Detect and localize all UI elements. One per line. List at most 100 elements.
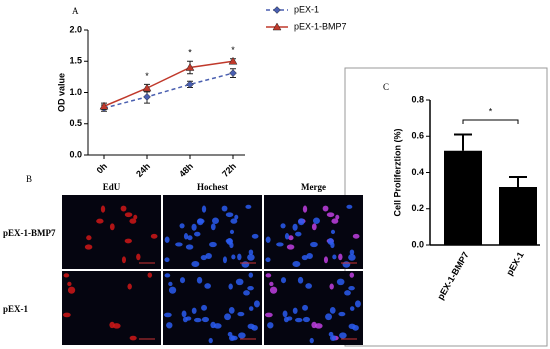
nucleus — [67, 286, 76, 294]
nucleus — [286, 244, 295, 250]
nucleus — [302, 205, 308, 213]
series-line — [103, 72, 234, 109]
column-header: Merge — [301, 182, 326, 192]
error-bar — [509, 176, 527, 187]
marker — [228, 56, 238, 65]
nucleus — [295, 317, 303, 323]
nucleus — [166, 322, 173, 329]
nucleus — [181, 310, 187, 318]
nucleus — [86, 235, 92, 241]
micrograph — [264, 271, 363, 345]
nucleus — [332, 254, 337, 260]
nucleus — [248, 272, 254, 278]
marker — [229, 69, 237, 77]
nucleus — [344, 290, 351, 296]
nucleus — [196, 276, 203, 284]
nucleus — [221, 205, 228, 212]
nucleus — [241, 261, 250, 268]
nucleus — [251, 324, 258, 331]
nucleus — [120, 205, 127, 212]
nucleus — [136, 253, 141, 261]
nucleus — [62, 312, 71, 318]
nucleus — [329, 335, 337, 341]
nucleus — [179, 277, 186, 284]
nucleus — [228, 335, 236, 341]
y-tick-label: 1.5 — [69, 56, 82, 66]
x-tick-label: 72h — [220, 161, 238, 179]
y-tick-label: 0.6 — [411, 131, 424, 141]
nucleus — [210, 321, 216, 329]
micrograph — [163, 271, 262, 345]
nucleus — [329, 283, 334, 290]
nucleus — [237, 311, 245, 317]
y-tick-label: 1.0 — [69, 87, 82, 97]
row-label: pEX-1 — [3, 304, 29, 314]
nucleus — [230, 218, 238, 224]
nucleus — [234, 214, 239, 220]
nucleus — [168, 281, 173, 287]
series-line — [103, 60, 234, 107]
nucleus — [292, 223, 298, 231]
nucleus — [147, 272, 153, 278]
nucleus — [284, 233, 290, 240]
significance-star: * — [188, 48, 192, 58]
nucleus — [276, 242, 284, 247]
nucleus — [295, 231, 302, 237]
nucleus — [208, 337, 213, 344]
nucleus — [297, 276, 304, 284]
nucleus — [245, 204, 252, 209]
nucleus — [338, 253, 343, 261]
marker — [143, 93, 151, 101]
bar — [444, 150, 482, 245]
bar — [499, 187, 537, 245]
y-tick-label: 0.2 — [411, 203, 424, 213]
nucleus — [67, 281, 72, 287]
nucleus — [209, 241, 217, 248]
nucleus — [191, 223, 197, 231]
row-label: pEX-1-BMP7 — [3, 228, 56, 238]
marker — [186, 80, 194, 89]
nucleus — [229, 229, 235, 235]
nucleus — [248, 306, 254, 311]
panel-label: B — [26, 174, 32, 184]
nucleus — [265, 273, 272, 278]
nucleus — [269, 286, 278, 294]
y-tick-label: 0.0 — [69, 149, 82, 159]
nucleus — [168, 286, 177, 294]
nucleus — [222, 256, 228, 264]
y-tick-label: 0.4 — [411, 167, 424, 177]
significance-bracket — [462, 119, 519, 124]
nucleus — [302, 304, 309, 311]
micrograph — [163, 195, 262, 269]
nucleus — [191, 261, 200, 268]
nucleus — [269, 281, 274, 287]
nucleus — [235, 278, 244, 286]
nucleus — [243, 290, 250, 296]
nucleus — [354, 300, 361, 308]
nucleus — [210, 223, 216, 231]
nucleus — [248, 249, 254, 256]
nucleus — [292, 307, 298, 314]
nucleus — [231, 254, 236, 260]
nucleus — [194, 231, 201, 237]
x-tick-label: 24h — [134, 161, 152, 179]
nucleus — [251, 233, 259, 239]
y-axis-label: Cell Proliferztion (%) — [392, 128, 402, 216]
column-header: EdU — [103, 182, 121, 192]
nucleus — [124, 238, 132, 244]
nucleus — [349, 249, 355, 256]
nucleus — [191, 307, 197, 314]
nucleus — [329, 306, 336, 314]
nucleus — [121, 256, 127, 264]
nucleus — [194, 317, 202, 323]
nucleus — [322, 205, 329, 212]
nucleus — [163, 312, 172, 318]
nucleus — [338, 311, 346, 317]
nucleus — [164, 236, 170, 243]
error-bar — [454, 133, 472, 151]
nucleus — [330, 229, 336, 235]
nucleus — [228, 306, 235, 314]
nucleus — [342, 261, 351, 268]
nucleus — [349, 272, 355, 278]
